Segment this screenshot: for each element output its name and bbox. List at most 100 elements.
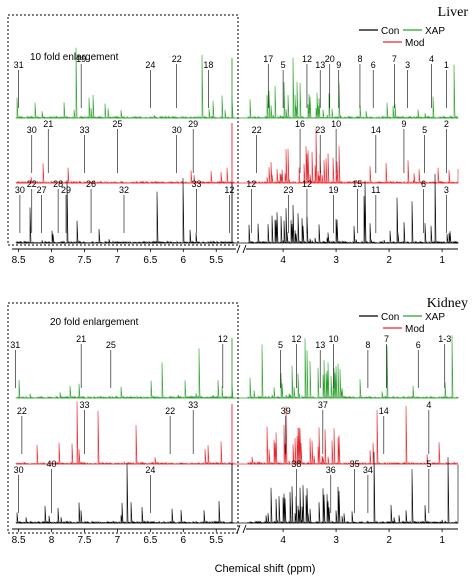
x-axis-title: Chemical shift (ppm) [215, 563, 316, 575]
legend-label-xap: XAP [425, 26, 445, 37]
peak-label: 4 [426, 400, 431, 410]
peak-label: 4 [429, 54, 434, 64]
peak-label: 40 [47, 459, 57, 469]
peak-label: 6 [371, 60, 376, 70]
tick-label: 6.5 [143, 255, 157, 266]
enlargement-box [7, 14, 239, 246]
peak-label: 10 [328, 334, 338, 344]
legend-label-xap: XAP [425, 312, 445, 323]
legend: Con XAP Mod [359, 312, 445, 335]
legend-label-mod: Mod [405, 38, 424, 49]
peak-label: 13 [315, 60, 325, 70]
legend: Con XAP Mod [359, 26, 445, 49]
panel-kidney: Kidney Con XAP Mod 20 fold enlargement 3… [7, 296, 468, 546]
peak-label: 22 [172, 54, 182, 64]
peak-label: 23 [283, 185, 293, 195]
tick-label: 1 [439, 255, 445, 266]
peak-label: 3 [405, 60, 410, 70]
peak-label: 33 [191, 179, 201, 189]
peak-label: 5 [281, 60, 286, 70]
peak-label: 5 [278, 340, 283, 350]
peak-label: 19 [76, 54, 86, 64]
peak-label: 7 [384, 334, 389, 344]
peak-label: 17 [263, 54, 273, 64]
peak-label: 22 [17, 406, 27, 416]
peak-label: 12 [246, 179, 256, 189]
peak-label: 33 [79, 125, 89, 135]
peak-label: 27 [37, 185, 47, 195]
peak-label: 2 [444, 119, 449, 129]
tick-label: 1 [439, 535, 445, 546]
peak-label: 28 [53, 179, 63, 189]
tick-label: 4 [280, 535, 286, 546]
tick-label: 8 [49, 255, 55, 266]
peak-label: 39 [281, 406, 291, 416]
spectrum-mod [15, 401, 459, 466]
spectrum-con [15, 173, 459, 245]
peak-label: 30 [27, 125, 37, 135]
peak-label: 8 [365, 340, 370, 350]
peak-label: 21 [43, 119, 53, 129]
peak-labels-liver: 3119242218175121320986734130213325302922… [14, 54, 449, 233]
peak-label: 20 [325, 54, 335, 64]
peak-label: 37 [318, 400, 328, 410]
tick-label: 6 [181, 255, 187, 266]
peak-label: 23 [315, 125, 325, 135]
panel-title: Kidney [427, 296, 468, 311]
peak-label: 26 [86, 179, 96, 189]
peak-label: 6 [421, 179, 426, 189]
x-axis-liver: 8.5 8 7.5 7 6.5 6 5.5 4 3 2 1 [12, 244, 458, 266]
peak-label: 22 [165, 406, 175, 416]
axis-break [236, 524, 241, 534]
tick-label: 2 [386, 535, 392, 546]
peak-label: 21 [76, 334, 86, 344]
peak-label: 33 [188, 400, 198, 410]
tick-label: 8.5 [12, 535, 26, 546]
tick-label: 8.5 [12, 255, 26, 266]
peak-label: 35 [350, 459, 360, 469]
peak-label: 14 [379, 406, 389, 416]
peak-label: 30 [14, 465, 24, 475]
peak-label: 18 [203, 60, 213, 70]
peak-label: 32 [119, 185, 129, 195]
peak-label: 29 [61, 185, 71, 195]
legend-label-mod: Mod [405, 324, 424, 335]
peak-label: 12 [302, 54, 312, 64]
peak-label: 36 [326, 465, 336, 475]
spectrum-mod [15, 128, 459, 185]
peak-label: 14 [371, 125, 381, 135]
peak-label: 12 [218, 334, 228, 344]
peak-label: 7 [392, 54, 397, 64]
peak-label: 25 [112, 119, 122, 129]
tick-label: 8 [49, 535, 55, 546]
peak-label: 19 [328, 185, 338, 195]
tick-label: 5.5 [209, 535, 223, 546]
peak-label: 22 [252, 125, 262, 135]
peak-label: 24 [145, 60, 155, 70]
peak-label: 5 [426, 459, 431, 469]
spectra-liver [15, 47, 459, 245]
tick-label: 7 [115, 535, 121, 546]
peak-label: 10 [331, 119, 341, 129]
peak-label: 12 [224, 185, 234, 195]
peak-label: 38 [291, 459, 301, 469]
axis-break [242, 524, 247, 534]
tick-label: 7 [115, 255, 121, 266]
peak-label: 33 [79, 400, 89, 410]
legend-label-con: Con [381, 26, 399, 37]
peak-label: 13 [315, 340, 325, 350]
peak-label: 1-3 [438, 334, 451, 344]
axis-break [236, 244, 241, 254]
panel-liver: Liver Con XAP Mod 10 fold enlargement 31… [7, 5, 468, 266]
tick-label: 7.5 [78, 255, 92, 266]
tick-label: 5.5 [209, 255, 223, 266]
peak-label: 8 [357, 54, 362, 64]
x-axis-kidney: 8.5 8 7.5 7 6.5 6 5.5 4 3 2 1 [12, 524, 458, 546]
peak-label: 31 [10, 340, 20, 350]
legend-label-con: Con [381, 312, 399, 323]
peak-label: 31 [14, 60, 24, 70]
tick-label: 3 [333, 535, 339, 546]
peak-label: 30 [172, 125, 182, 135]
axis-break [242, 244, 247, 254]
